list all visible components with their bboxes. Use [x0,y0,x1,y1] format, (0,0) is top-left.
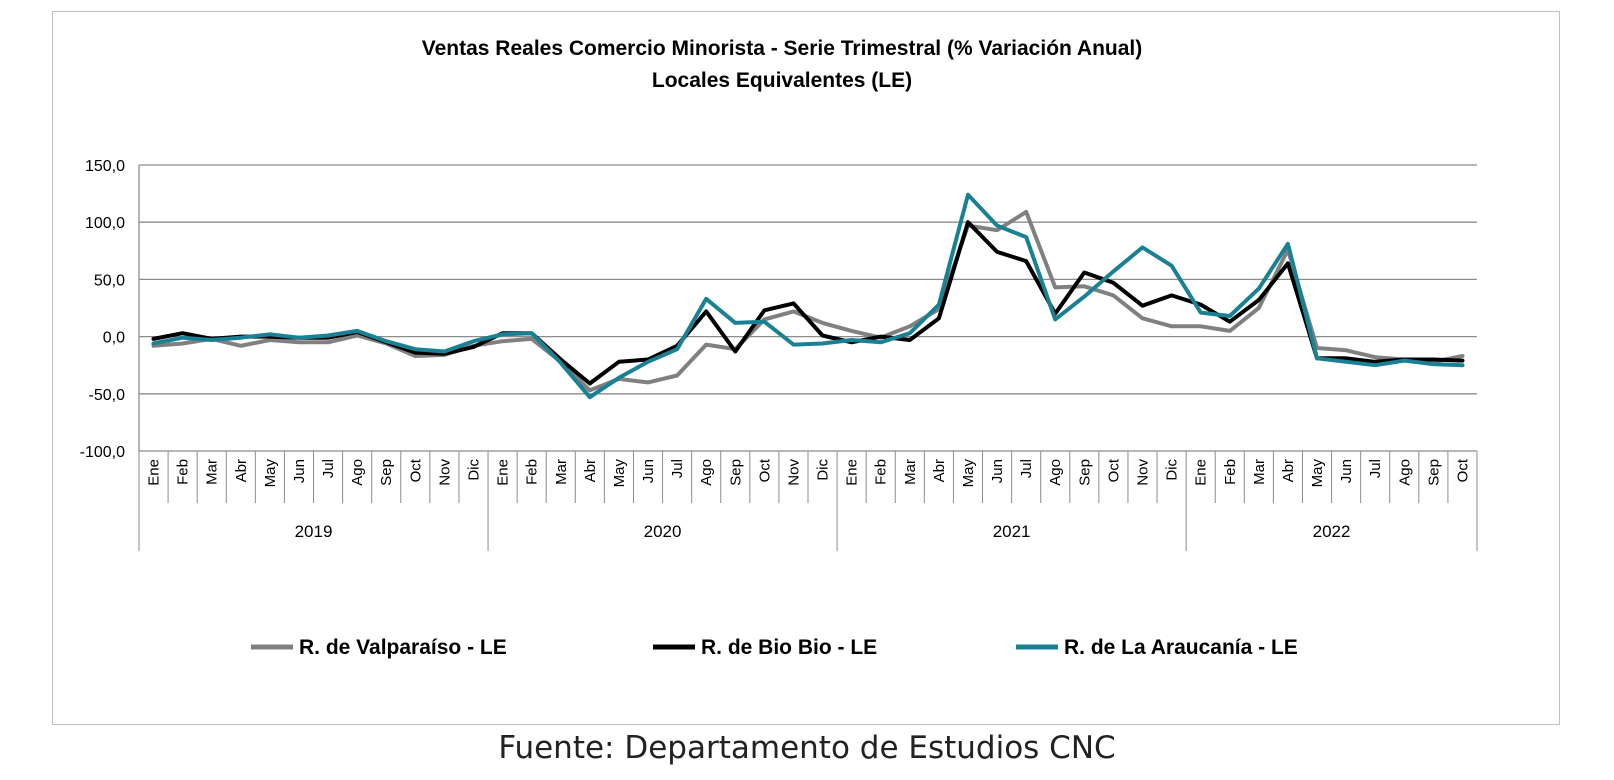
year-label: 2021 [993,522,1031,541]
x-tick-label: Abr [931,459,948,482]
legend-label: R. de Valparaíso - LE [299,636,507,659]
legend: R. de Valparaíso - LE R. de Bio Bio - LE R… [251,636,1298,659]
year-label: 2020 [644,522,682,541]
x-tick-label: May [960,459,977,488]
x-tick-label: Dic [466,459,483,481]
chart-title: Ventas Reales Comercio Minorista - Serie… [422,37,1142,60]
series-line [151,192,1465,400]
source-note: Fuente: Departamento de Estudios CNC [498,730,1116,766]
x-tick-label: Ago [349,459,366,486]
x-tick-label: Oct [756,458,773,482]
year-label: 2019 [295,522,333,541]
x-tick-label: Ene [495,459,512,486]
x-tick-label: Abr [582,459,599,482]
x-tick-label: Jun [1338,459,1355,483]
x-tick-label: Ene [1193,459,1210,486]
x-tick-label: Sep [727,459,744,486]
y-tick-label: 100,0 [85,215,125,232]
x-tick-label: Jul [320,459,337,478]
year-label: 2022 [1313,522,1351,541]
x-tick-label: Nov [785,459,802,486]
x-tick-label: Ene [146,459,163,486]
x-tick-label: Oct [1105,458,1122,482]
x-tick-label: Dic [1164,459,1181,481]
legend-label: R. de La Araucanía - LE [1064,636,1298,659]
x-tick-label: Abr [1280,459,1297,482]
x-tick-label: Sep [378,459,395,486]
x-tick-label: Dic [815,459,832,481]
x-tick-label: Feb [1222,459,1239,485]
legend-label: R. de Bio Bio - LE [701,636,877,659]
x-tick-label: May [1309,459,1326,488]
x-tick-label: Jun [640,459,657,483]
x-tick-label: Ago [1047,459,1064,486]
x-tick-label: Sep [1076,459,1093,486]
x-tick-label: Ago [1396,459,1413,486]
y-tick-label: 0,0 [103,330,125,347]
x-tick-label: Oct [1454,458,1471,482]
x-tick-label: Jul [1018,459,1035,478]
x-tick-label: Nov [1135,459,1152,486]
y-tick-label: -50,0 [89,387,126,404]
y-tick-label: 150,0 [85,158,125,175]
x-tick-label: Sep [1425,459,1442,486]
x-tick-label: Jul [669,459,686,478]
x-tick-label: Oct [407,458,424,482]
x-tick-label: Mar [553,459,570,485]
gridlines [139,164,1477,452]
x-tick-label: Mar [204,459,221,485]
x-tick-label: Feb [873,459,890,485]
series-line [151,220,1465,386]
y-axis-ticks: 150,0 100,0 50,0 0,0 -50,0 -100,0 [80,158,125,461]
series-line [151,209,1465,393]
x-tick-label: May [262,459,279,488]
line-chart: Ventas Reales Comercio Minorista - Serie… [80,37,1478,659]
x-axis: Ene Feb Mar Abr May Jun Jul Ago Sep Oct Nov Dic Ene F… [138,165,1478,551]
x-tick-label: Mar [902,459,919,485]
series-lines [151,192,1465,400]
x-tick-label: Feb [524,459,541,485]
x-tick-label: Ene [844,459,861,486]
x-tick-label: Jun [291,459,308,483]
chart-subtitle: Locales Equivalentes (LE) [652,69,912,92]
x-tick-label: Feb [175,459,192,485]
x-tick-label: Ago [698,459,715,486]
x-tick-label: Abr [233,459,250,482]
x-tick-label: Mar [1251,459,1268,485]
chart-frame: Ventas Reales Comercio Minorista - Serie… [52,11,1560,725]
y-tick-label: 50,0 [94,272,125,289]
x-tick-label: Nov [436,459,453,486]
x-tick-label: May [611,459,628,488]
x-tick-label: Jun [989,459,1006,483]
x-tick-label: Jul [1367,459,1384,478]
y-tick-label: -100,0 [80,444,125,461]
